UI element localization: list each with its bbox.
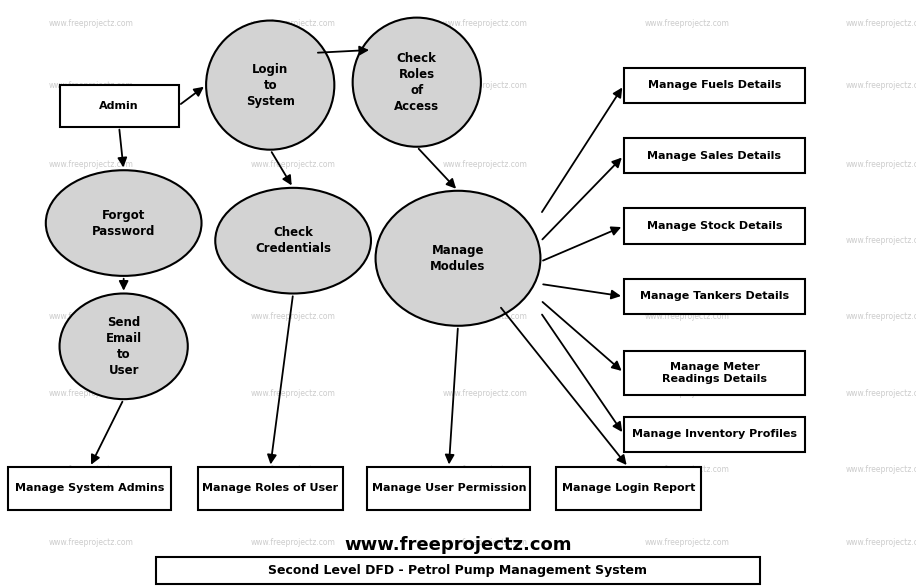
Bar [624, 68, 805, 103]
Text: www.freeprojectz.com: www.freeprojectz.com [251, 465, 335, 474]
Text: www.freeprojectz.com: www.freeprojectz.com [49, 80, 134, 90]
Text: www.freeprojectz.com: www.freeprojectz.com [645, 80, 729, 90]
Text: www.freeprojectz.com: www.freeprojectz.com [49, 389, 134, 398]
Text: www.freeprojectz.com: www.freeprojectz.com [645, 160, 729, 169]
Text: Check
Roles
of
Access: Check Roles of Access [394, 52, 440, 113]
Text: www.freeprojectz.com: www.freeprojectz.com [251, 389, 335, 398]
Bar [624, 417, 805, 452]
Text: www.freeprojectz.com: www.freeprojectz.com [846, 538, 916, 548]
Ellipse shape [46, 170, 202, 276]
Text: www.freeprojectz.com: www.freeprojectz.com [645, 465, 729, 474]
Text: www.freeprojectz.com: www.freeprojectz.com [443, 80, 528, 90]
Text: www.freeprojectz.com: www.freeprojectz.com [251, 160, 335, 169]
Text: Admin: Admin [99, 100, 139, 111]
Text: Manage Sales Details: Manage Sales Details [648, 150, 781, 161]
Text: www.freeprojectz.com: www.freeprojectz.com [49, 236, 134, 245]
Text: www.freeprojectz.com: www.freeprojectz.com [846, 80, 916, 90]
Text: Manage Fuels Details: Manage Fuels Details [648, 80, 781, 90]
Text: www.freeprojectz.com: www.freeprojectz.com [49, 538, 134, 548]
Bar [624, 279, 805, 314]
Text: www.freeprojectz.com: www.freeprojectz.com [251, 312, 335, 322]
Text: www.freeprojectz.com: www.freeprojectz.com [443, 538, 528, 548]
Text: Second Level DFD - Petrol Pump Management System: Second Level DFD - Petrol Pump Managemen… [268, 564, 648, 577]
Text: Send
Email
to
User: Send Email to User [105, 316, 142, 377]
Text: www.freeprojectz.com: www.freeprojectz.com [645, 236, 729, 245]
Text: www.freeprojectz.com: www.freeprojectz.com [846, 19, 916, 28]
Text: Manage System Admins: Manage System Admins [15, 483, 165, 494]
Text: www.freeprojectz.com: www.freeprojectz.com [846, 312, 916, 322]
Text: www.freeprojectz.com: www.freeprojectz.com [645, 389, 729, 398]
Text: www.freeprojectz.com: www.freeprojectz.com [645, 538, 729, 548]
Text: www.freeprojectz.com: www.freeprojectz.com [443, 19, 528, 28]
Text: www.freeprojectz.com: www.freeprojectz.com [443, 389, 528, 398]
Text: www.freeprojectz.com: www.freeprojectz.com [846, 465, 916, 474]
Text: www.freeprojectz.com: www.freeprojectz.com [645, 19, 729, 28]
Text: www.freeprojectz.com: www.freeprojectz.com [846, 160, 916, 169]
Ellipse shape [215, 188, 371, 294]
Text: Manage User Permission: Manage User Permission [372, 483, 526, 494]
Text: Login
to
System: Login to System [245, 63, 295, 107]
Text: www.freeprojectz.com: www.freeprojectz.com [846, 389, 916, 398]
Text: Check
Credentials: Check Credentials [256, 226, 331, 255]
Text: Forgot
Password: Forgot Password [92, 208, 156, 238]
Text: Manage Stock Details: Manage Stock Details [647, 221, 782, 231]
Text: Manage Roles of User: Manage Roles of User [202, 483, 338, 494]
Text: www.freeprojectz.com: www.freeprojectz.com [443, 312, 528, 322]
Ellipse shape [353, 18, 481, 147]
Text: www.freeprojectz.com: www.freeprojectz.com [251, 538, 335, 548]
Text: www.freeprojectz.com: www.freeprojectz.com [251, 236, 335, 245]
Bar [156, 558, 760, 583]
Text: Manage
Modules: Manage Modules [431, 244, 485, 273]
Bar [556, 467, 701, 510]
Text: www.freeprojectz.com: www.freeprojectz.com [49, 160, 134, 169]
Text: www.freeprojectz.com: www.freeprojectz.com [443, 465, 528, 474]
Ellipse shape [206, 21, 334, 150]
Bar [60, 85, 179, 127]
Text: www.freeprojectz.com: www.freeprojectz.com [49, 465, 134, 474]
Text: www.freeprojectz.com: www.freeprojectz.com [443, 160, 528, 169]
Text: www.freeprojectz.com: www.freeprojectz.com [251, 19, 335, 28]
Text: Manage Tankers Details: Manage Tankers Details [640, 291, 789, 302]
Text: www.freeprojectz.com: www.freeprojectz.com [846, 236, 916, 245]
Ellipse shape [376, 191, 540, 326]
Bar [624, 138, 805, 173]
Bar [8, 467, 171, 510]
Text: www.freeprojectz.com: www.freeprojectz.com [49, 19, 134, 28]
Bar [624, 208, 805, 244]
Text: Manage Inventory Profiles: Manage Inventory Profiles [632, 429, 797, 440]
Bar [367, 467, 530, 510]
Text: www.freeprojectz.com: www.freeprojectz.com [49, 312, 134, 322]
Bar [198, 467, 343, 510]
Text: www.freeprojectz.com: www.freeprojectz.com [251, 80, 335, 90]
Text: www.freeprojectz.com: www.freeprojectz.com [645, 312, 729, 322]
Text: www.freeprojectz.com: www.freeprojectz.com [344, 536, 572, 554]
Bar [624, 350, 805, 394]
Text: www.freeprojectz.com: www.freeprojectz.com [443, 236, 528, 245]
Ellipse shape [60, 294, 188, 399]
Text: Manage Login Report: Manage Login Report [562, 483, 695, 494]
Text: Manage Meter
Readings Details: Manage Meter Readings Details [662, 362, 767, 384]
